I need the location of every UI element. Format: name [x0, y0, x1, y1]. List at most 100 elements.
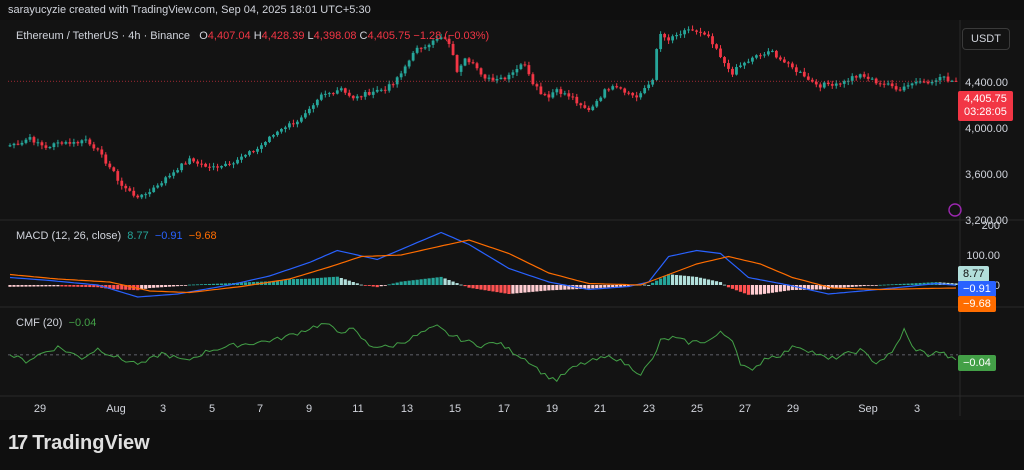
macd-histogram-bar	[467, 285, 471, 288]
candle-body	[479, 68, 483, 75]
candle-body	[703, 32, 706, 35]
macd-histogram-bar	[734, 285, 739, 291]
candle-body	[8, 145, 12, 147]
macd-histogram-bar	[403, 281, 407, 285]
macd-histogram-bar	[950, 283, 954, 285]
candle-body	[36, 142, 40, 144]
macd-histogram-bar	[507, 285, 511, 294]
time-tick-label: 29	[787, 403, 799, 415]
macd-histogram-bar	[894, 284, 898, 285]
macd-histogram-bar	[275, 280, 280, 285]
macd-histogram-bar	[60, 285, 64, 287]
time-tick-label: 19	[546, 403, 558, 415]
candle-body	[355, 96, 359, 99]
candle-body	[104, 154, 108, 164]
macd-histogram-bar	[459, 284, 463, 286]
high-value: 4,428.39	[261, 30, 305, 42]
macd-histogram-bar	[295, 278, 299, 285]
macd-title: MACD (12, 26, close)	[16, 230, 122, 242]
candle-body	[719, 48, 722, 58]
macd-histogram-bar	[399, 281, 403, 285]
macd-histogram-bar	[64, 285, 68, 287]
macd-histogram-bar	[926, 282, 930, 285]
candle-body	[252, 151, 255, 153]
cmf-legend[interactable]: CMF (20) −0.04	[16, 317, 96, 329]
high-label: H	[253, 30, 262, 42]
candle-body	[810, 79, 814, 82]
macd-histogram-bar	[487, 285, 491, 291]
chart-canvas[interactable]: 4,800.004,400.004,000.003,600.003,200.00…	[0, 20, 1024, 420]
brand-logo[interactable]: 17 TradingView	[8, 432, 150, 455]
macd-histogram-bar	[156, 285, 160, 288]
candle-body	[295, 121, 299, 125]
macd-histogram-bar	[854, 285, 858, 287]
candle-body	[232, 163, 235, 165]
candle-body	[571, 96, 575, 98]
candle-body	[471, 62, 475, 64]
time-tick-label: 3	[160, 403, 166, 415]
macd-histogram-bar	[730, 285, 735, 289]
macd-signal-tag: −9.68	[958, 296, 996, 312]
candle-body	[635, 95, 639, 98]
macd-histogram-bar	[188, 284, 192, 286]
macd-histogram-bar	[343, 279, 347, 285]
candle-body	[331, 93, 335, 95]
macd-histogram-bar	[267, 281, 272, 285]
macd-histogram-bar	[203, 284, 208, 285]
macd-histogram-bar	[211, 283, 216, 285]
candle-body	[419, 47, 423, 49]
low-value: 4,398.08	[313, 30, 357, 42]
candle-body	[826, 82, 830, 85]
macd-histogram-bar	[76, 285, 80, 287]
candle-body	[140, 194, 144, 198]
macd-histogram-bar	[643, 284, 647, 286]
candle-body	[276, 131, 279, 136]
change-value: −1.28 (−0.03%)	[413, 30, 490, 42]
symbol-name[interactable]: Ethereum / TetherUS · 4h · Binance	[16, 30, 191, 42]
macd-line-tag: −0.91	[958, 281, 996, 297]
candle-body	[44, 145, 48, 148]
candle-body	[439, 37, 443, 39]
macd-histogram-bar	[667, 274, 671, 285]
macd-histogram-bar	[36, 285, 40, 287]
candle-body	[583, 105, 587, 108]
candle-body	[112, 167, 116, 172]
time-tick-label: 25	[691, 403, 703, 415]
macd-histogram-bar	[395, 282, 399, 285]
time-tick-label: 21	[594, 403, 606, 415]
candle-body	[363, 92, 367, 97]
candle-body	[72, 142, 76, 144]
time-tick-label: 3	[914, 403, 920, 415]
macd-histogram-bar	[451, 281, 455, 285]
candle-body	[631, 92, 635, 96]
macd-histogram-bar	[339, 278, 343, 285]
candle-body	[212, 166, 215, 168]
macd-legend[interactable]: MACD (12, 26, close) 8.77 −0.91 −9.68	[16, 230, 217, 242]
macd-histogram-bar	[140, 285, 144, 290]
candle-body	[224, 163, 227, 167]
macd-histogram-bar	[547, 285, 551, 291]
macd-histogram-bar	[830, 285, 834, 289]
macd-histogram-bar	[327, 277, 331, 285]
macd-histogram-bar	[347, 280, 351, 285]
macd-histogram-bar	[750, 285, 755, 295]
tradingview-icon: 17	[8, 432, 28, 454]
macd-histogram-bar	[770, 285, 774, 293]
macd-histogram-bar	[846, 285, 850, 288]
currency-button[interactable]: USDT	[962, 28, 1010, 50]
candle-body	[144, 194, 148, 196]
macd-histogram-bar	[619, 285, 623, 287]
macd-histogram-bar	[52, 285, 56, 287]
macd-histogram-bar	[918, 282, 922, 285]
macd-histogram-bar	[371, 285, 375, 287]
macd-histogram-bar	[527, 285, 531, 293]
candle-body	[922, 81, 926, 83]
candle-body	[531, 74, 535, 85]
close-label: C	[359, 30, 368, 42]
candle-body	[599, 97, 603, 101]
macd-histogram-bar	[443, 278, 447, 285]
macd-histogram-bar	[104, 285, 108, 289]
macd-histogram-bar	[415, 279, 419, 285]
candle-body	[236, 159, 239, 164]
macd-histogram-bar	[571, 285, 575, 290]
